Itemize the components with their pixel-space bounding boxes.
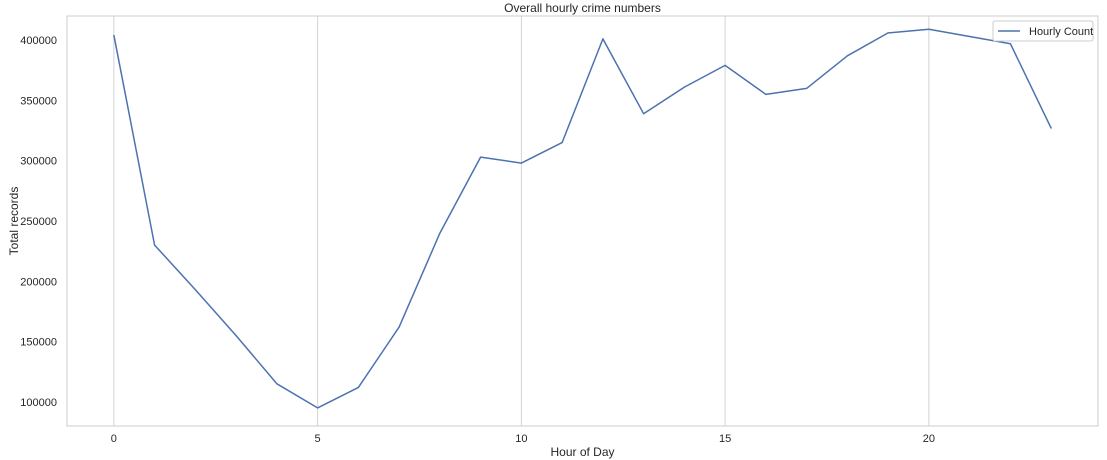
y-tick-label: 300000 xyxy=(20,156,57,168)
data-point xyxy=(439,232,441,234)
plot-frame xyxy=(66,15,1099,427)
x-gridlines xyxy=(113,16,930,426)
y-axis-label: Total records xyxy=(7,187,21,256)
data-point xyxy=(276,383,278,385)
x-tick-label: 20 xyxy=(923,433,935,445)
data-point xyxy=(398,326,400,328)
data-point xyxy=(806,87,808,89)
x-tick-label: 10 xyxy=(515,433,527,445)
data-point xyxy=(969,35,971,38)
legend: Hourly Count xyxy=(992,20,1094,42)
data-point xyxy=(1009,43,1011,45)
x-axis-ticks: 0 5 10 15 20 xyxy=(111,433,935,445)
legend-label: Hourly Count xyxy=(1029,26,1093,38)
x-tick-label: 5 xyxy=(315,433,321,445)
data-point xyxy=(643,113,645,115)
y-tick-label: 100000 xyxy=(20,397,57,409)
data-point xyxy=(928,28,930,30)
chart-title: Overall hourly crime numbers xyxy=(504,1,661,15)
x-tick-label: 15 xyxy=(719,433,731,445)
data-point xyxy=(357,386,359,389)
data-point xyxy=(724,64,726,67)
series-line-hourly-count xyxy=(113,28,1052,409)
x-tick-label: 0 xyxy=(111,433,117,445)
series-layer xyxy=(113,28,1052,409)
y-axis-ticks: 100000 150000 200000 250000 300000 350000 4000… xyxy=(20,35,57,409)
data-point xyxy=(1050,127,1052,129)
y-tick-label: 250000 xyxy=(20,216,57,228)
data-point xyxy=(154,244,156,246)
data-point xyxy=(317,407,319,409)
data-point xyxy=(520,162,522,164)
x-axis-label: Hour of Day xyxy=(550,445,614,459)
legend-box xyxy=(992,20,1094,42)
data-point xyxy=(846,55,848,57)
data-point xyxy=(480,156,482,158)
data-point xyxy=(194,289,196,291)
data-point xyxy=(113,34,115,36)
y-tick-label: 400000 xyxy=(20,35,57,47)
y-tick-label: 350000 xyxy=(20,95,57,107)
y-tick-label: 200000 xyxy=(20,276,57,288)
y-tick-label: 150000 xyxy=(20,337,57,349)
data-point xyxy=(602,38,604,40)
data-point xyxy=(683,86,685,88)
data-point xyxy=(765,93,767,95)
data-point xyxy=(561,142,563,144)
data-point xyxy=(235,334,237,337)
data-point xyxy=(887,32,889,34)
